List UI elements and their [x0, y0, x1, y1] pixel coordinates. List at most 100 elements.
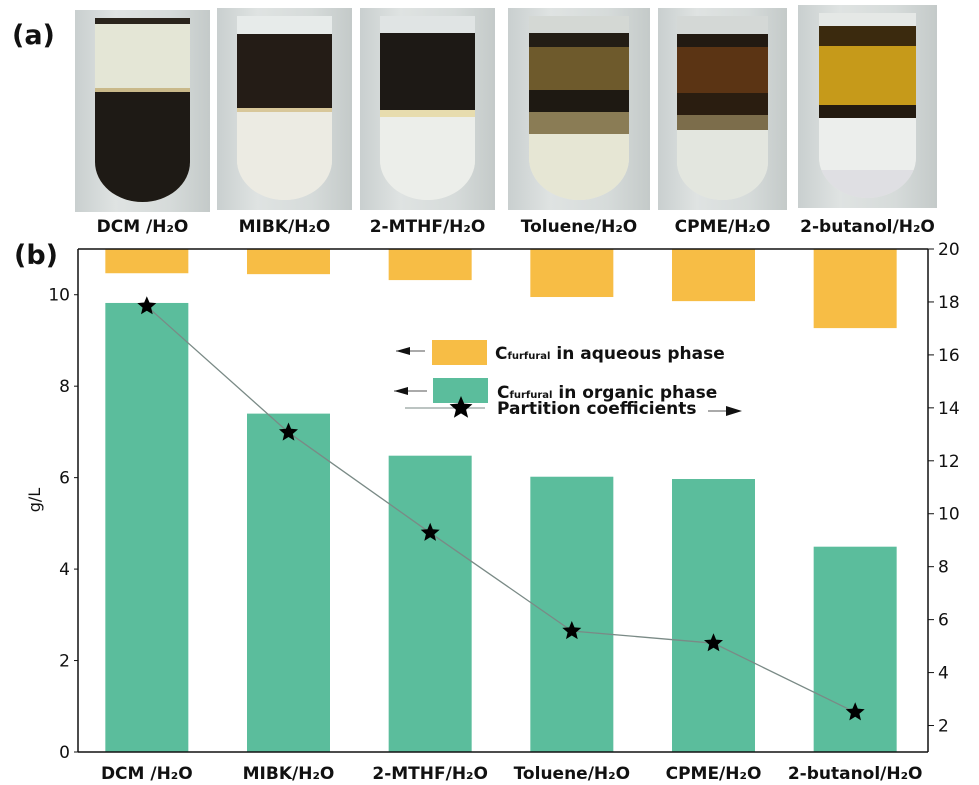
liquid-layer: [677, 130, 768, 200]
liquid-layer: [818, 118, 917, 171]
y-tick-label: 4: [59, 560, 70, 580]
liquid-layer: [529, 32, 629, 48]
vial-tube: [380, 16, 475, 200]
liquid-layer: [529, 47, 629, 90]
x-tick-label: Toluene/H₂O: [514, 764, 630, 784]
vial-label: 2-MTHF/H₂O: [369, 217, 486, 237]
y-axis-label: g/L: [25, 488, 44, 513]
organic-bar: [813, 546, 897, 752]
vial-tube: [818, 13, 917, 198]
partition-star-marker: [420, 522, 440, 541]
liquid-layer: [818, 46, 917, 106]
organic-bar: [388, 455, 472, 752]
liquid-layer: [237, 107, 332, 112]
liquid-layer: [237, 34, 332, 108]
y2-tick-label: 16: [938, 346, 960, 366]
x-tick-label: MIBK/H₂O: [243, 764, 335, 784]
y-tick-label: 10: [48, 286, 70, 306]
liquid-layer: [380, 16, 475, 33]
aqueous-bar: [672, 249, 755, 302]
liquid-layer: [677, 16, 768, 35]
vial-label: 2-butanol/H₂O: [800, 217, 935, 237]
y2-tick-label: 4: [938, 664, 949, 684]
vial-label: MIBK/H₂O: [238, 217, 331, 237]
y2-tick-label: 6: [938, 611, 949, 631]
vial-tube: [237, 16, 332, 200]
liquid-layer: [818, 170, 917, 198]
vial-photo: [75, 10, 210, 212]
x-tick-label: DCM /H₂O: [101, 764, 193, 784]
x-tick-label: 2-MTHF/H₂O: [372, 764, 488, 784]
liquid-layer: [818, 26, 917, 47]
x-tick-label: 2-butanol/H₂O: [788, 764, 923, 784]
y-tick-label: 2: [59, 652, 70, 672]
liquid-layer: [529, 111, 629, 134]
liquid-layer: [677, 47, 768, 94]
legend-swatch-aqueous: [432, 340, 487, 365]
liquid-layer: [237, 111, 332, 200]
vial-photo: [508, 8, 650, 210]
liquid-layer: [529, 16, 629, 33]
y2-tick-label: 8: [938, 558, 949, 578]
liquid-layer: [95, 23, 190, 88]
panel-b-label: (b): [14, 240, 59, 271]
aqueous-bar: [813, 249, 897, 329]
partition-star-marker: [704, 633, 723, 652]
vial-label: CPME/H₂O: [674, 217, 771, 237]
y2-tick-label: 14: [938, 399, 960, 419]
vial-tube: [677, 16, 768, 200]
organic-bar: [672, 479, 755, 752]
liquid-layer: [95, 18, 190, 24]
aqueous-bar: [530, 249, 614, 298]
y-tick-label: 6: [59, 469, 70, 489]
partition-star-marker: [137, 296, 157, 315]
organic-bar: [247, 413, 330, 752]
vial-photo: [798, 5, 937, 208]
legend-arrow-aqueous-arrowhead: [396, 347, 410, 355]
partition-star-marker: [845, 702, 865, 721]
y2-tick-label: 12: [938, 452, 960, 472]
legend-arrow-partition-arrowhead: [726, 406, 742, 416]
liquid-layer: [677, 93, 768, 116]
liquid-layer: [677, 115, 768, 131]
liquid-layer: [818, 105, 917, 119]
y2-tick-label: 18: [938, 293, 960, 313]
liquid-layer: [529, 89, 629, 112]
vial-tube: [95, 18, 190, 202]
y2-tick-label: 20: [938, 240, 960, 260]
liquid-layer: [380, 32, 475, 110]
vial-label: DCM /H₂O: [96, 217, 189, 237]
legend-label-aqueous: Cfurfural in aqueous phase: [495, 344, 725, 364]
liquid-layer: [529, 133, 629, 200]
partition-star-marker: [562, 621, 582, 640]
organic-bar: [105, 302, 189, 752]
legend-arrow-organic-arrowhead: [394, 387, 408, 395]
vial-photo: [360, 8, 495, 210]
aqueous-bar: [388, 249, 472, 281]
aqueous-bar: [105, 249, 189, 274]
x-tick-label: CPME/H₂O: [666, 764, 762, 784]
partition-line: [146, 305, 856, 713]
organic-bar: [530, 476, 614, 752]
y2-tick-label: 2: [938, 717, 949, 737]
legend-label-partition: Partition coefficients: [497, 399, 697, 419]
y-tick-label: 0: [59, 743, 70, 763]
vial-photo: [658, 8, 787, 210]
vial-label: Toluene/H₂O: [520, 217, 638, 237]
y-tick-label: 8: [59, 377, 70, 397]
liquid-layer: [95, 87, 190, 92]
liquid-layer: [380, 109, 475, 118]
vial-tube: [529, 16, 629, 200]
panel-a-label: (a): [12, 20, 55, 51]
legend-star-icon: [449, 396, 473, 418]
vial-photo: [217, 8, 352, 210]
partition-star-marker: [279, 422, 298, 441]
liquid-layer: [818, 13, 917, 27]
liquid-layer: [380, 117, 475, 200]
legend-label-organic: Cfurfural in organic phase: [497, 383, 717, 403]
liquid-layer: [677, 34, 768, 48]
liquid-layer: [95, 91, 190, 202]
aqueous-bar: [247, 249, 330, 275]
